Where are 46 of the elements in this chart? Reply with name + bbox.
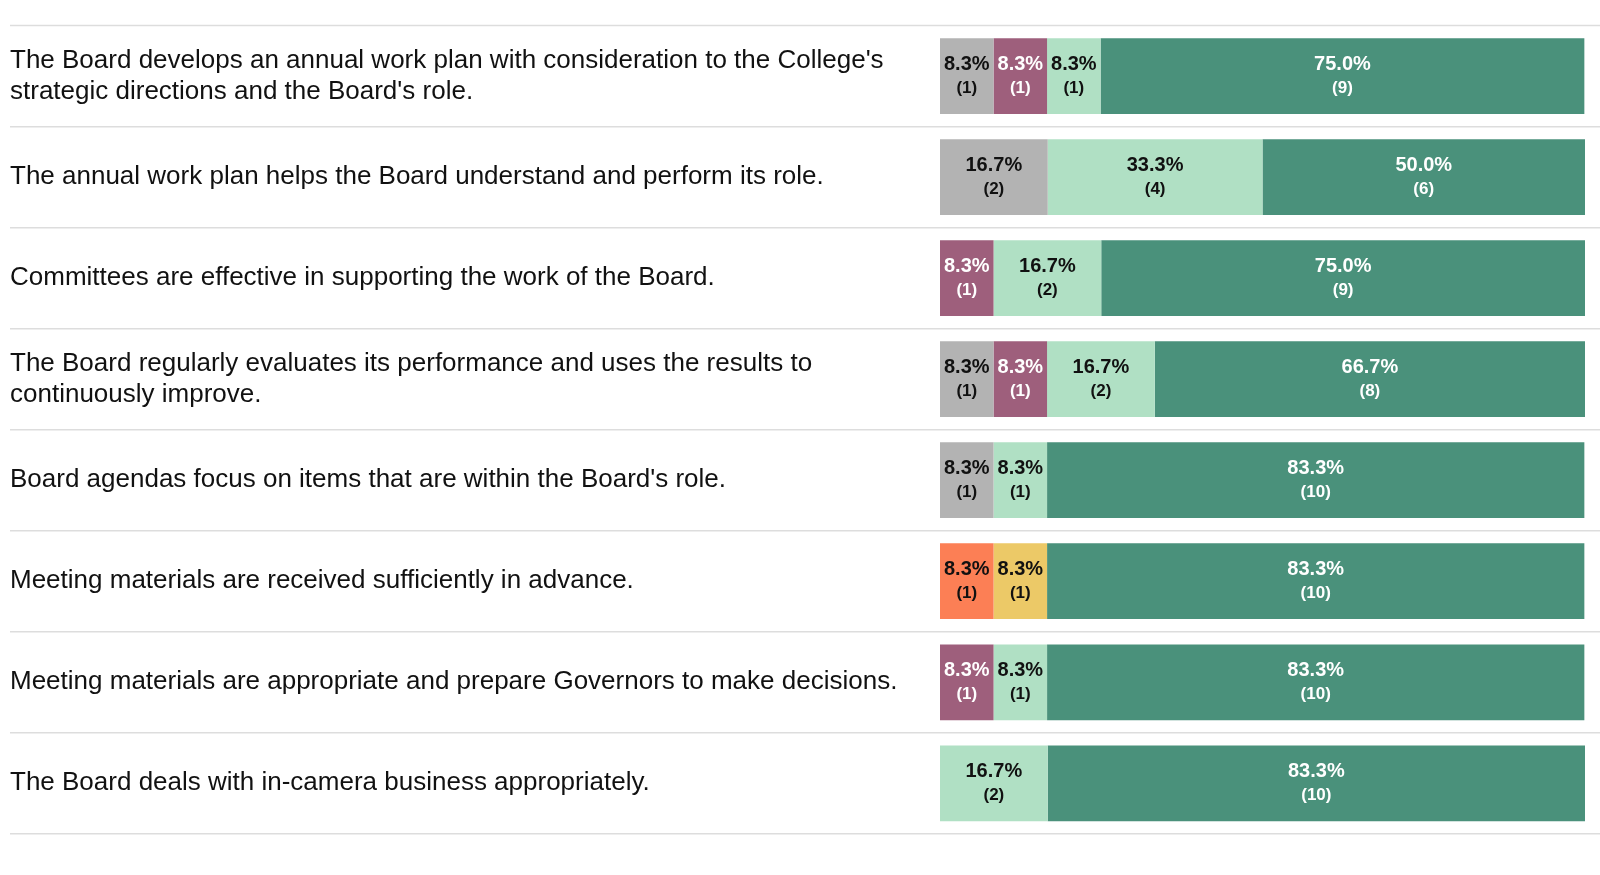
- data-label: 75.0% (9): [1314, 253, 1372, 299]
- data-label: 33.3% (4): [1126, 152, 1184, 198]
- data-label: 8.3% (1): [997, 455, 1044, 501]
- bar: [1047, 139, 1263, 216]
- data-label: 8.3% (1): [943, 455, 990, 501]
- data-label: 16.7% (2): [1072, 354, 1130, 400]
- data-label: 8.3% (1): [997, 51, 1044, 97]
- data-label: 83.3% (10): [1287, 657, 1345, 703]
- bar: [940, 745, 1048, 822]
- data-label: 83.3% (10): [1287, 556, 1345, 602]
- bar: [1101, 240, 1585, 317]
- data-label: 8.3% (1): [943, 657, 990, 703]
- y-tick-label: The Board develops an annual work plan with consideration to the College's strategic directions and the Board's role.: [10, 43, 884, 105]
- data-label: 8.3% (1): [943, 51, 990, 97]
- data-label: 75.0% (9): [1314, 51, 1372, 97]
- bar: [1047, 745, 1585, 822]
- y-tick-label: The Board deals with in-camera business appropriately.: [10, 766, 650, 797]
- data-label: 8.3% (1): [997, 556, 1044, 602]
- data-label: 66.7% (8): [1341, 354, 1399, 400]
- bar: [940, 139, 1048, 216]
- y-tick-label: Meeting materials are appropriate and prepare Governors to make decisions.: [10, 665, 898, 696]
- data-label: 83.3% (10): [1287, 455, 1345, 501]
- data-label: 8.3% (1): [997, 657, 1044, 703]
- y-tick-label: Board agendas focus on items that are within the Board's role.: [10, 463, 727, 494]
- data-label: 8.3% (1): [1051, 51, 1097, 97]
- data-label: 16.7% (2): [965, 758, 1023, 804]
- bar: [1047, 442, 1585, 519]
- data-label: 16.7% (2): [1019, 253, 1076, 299]
- data-label: 8.3% (1): [943, 354, 990, 400]
- data-label: 50.0% (6): [1395, 152, 1453, 198]
- data-label: 8.3% (1): [943, 253, 990, 299]
- data-label: 83.3% (10): [1288, 758, 1345, 804]
- bar: [1100, 38, 1585, 114]
- y-tick-label: Committees are effective in supporting the work of the Board.: [10, 261, 715, 292]
- data-label: 8.3% (1): [997, 354, 1044, 400]
- y-tick-label: The Board regularly evaluates its performance and uses the results to continuously improve.: [10, 346, 813, 408]
- y-tick-label: Meeting materials are received sufficiently in advance.: [10, 564, 634, 595]
- bar: [993, 240, 1102, 317]
- bar: [1047, 543, 1585, 620]
- bar: [1047, 644, 1585, 721]
- bar: [1154, 341, 1585, 418]
- bar: [1047, 341, 1155, 418]
- y-tick-label: The annual work plan helps the Board understand and perform its role.: [10, 160, 824, 191]
- data-label: 16.7% (2): [965, 152, 1023, 198]
- data-label: 8.3% (1): [943, 556, 990, 602]
- bar: [1262, 139, 1585, 216]
